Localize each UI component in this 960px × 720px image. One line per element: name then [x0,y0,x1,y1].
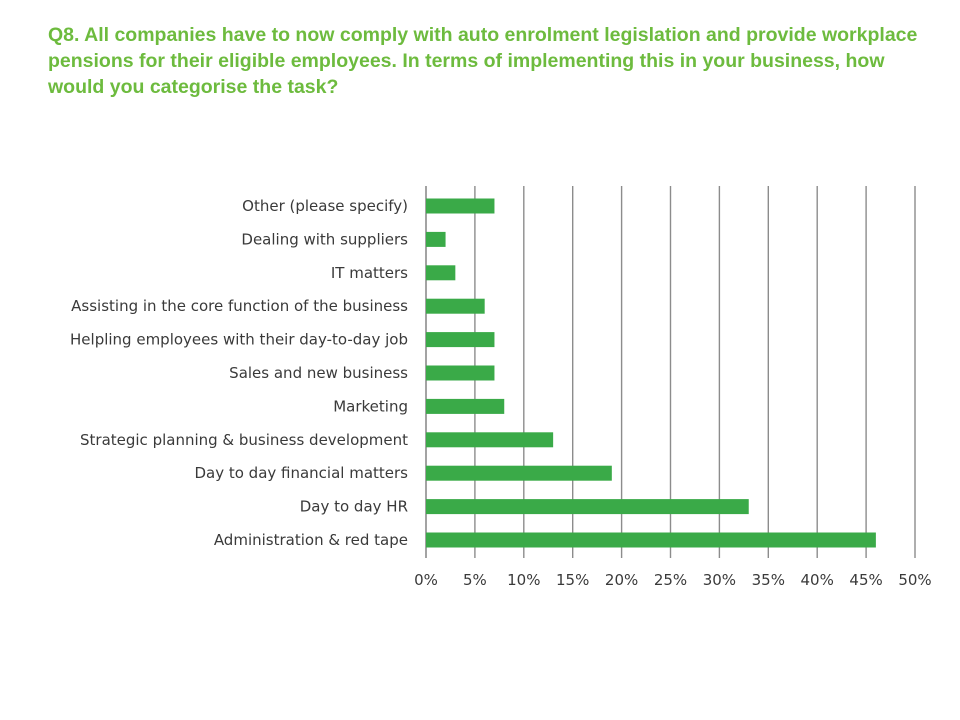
x-tick-label: 20% [605,571,638,589]
category-label: Other (please specify) [242,197,408,215]
bar [426,298,485,314]
x-tick-label: 0% [414,571,438,589]
category-label: Day to day financial matters [194,464,408,482]
bar [426,332,495,348]
category-label: Marketing [333,397,408,415]
bar [426,465,612,481]
category-label: Strategic planning & business developmen… [80,431,408,449]
x-tick-label: 30% [703,571,736,589]
bar [426,432,554,448]
x-tick-label: 15% [556,571,589,589]
x-tick-label: 5% [463,571,487,589]
category-label: Sales and new business [229,364,408,382]
x-axis-tick-labels: 0% 5% 10% 15% 20% 25% 30% 35% 40% 45% 50% [414,571,932,589]
x-tick-label: 45% [849,571,882,589]
bar [426,398,505,414]
bar [426,499,749,515]
category-label: IT matters [331,264,408,282]
x-tick-label: 10% [507,571,540,589]
bar [426,231,446,247]
x-tick-label: 35% [752,571,785,589]
bar [426,198,495,214]
category-label: Helpling employees with their day-to-day… [70,331,408,349]
x-tick-label: 50% [898,571,931,589]
x-tick-label: 40% [801,571,834,589]
category-label: Administration & red tape [214,531,408,549]
question-title: Q8. All companies have to now comply wit… [48,24,918,98]
category-label: Assisting in the core function of the bu… [71,297,408,315]
category-label: Day to day HR [300,498,408,516]
bar [426,265,456,281]
bar [426,532,876,548]
x-tick-label: 25% [654,571,687,589]
category-labels: Other (please specify) Dealing with suppl… [70,197,408,549]
bars [426,198,876,548]
bar [426,365,495,381]
category-label: Dealing with suppliers [241,230,408,248]
